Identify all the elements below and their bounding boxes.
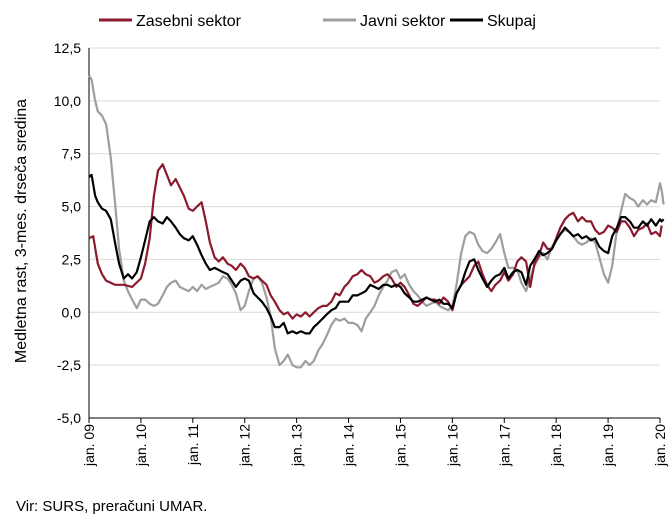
series-line-skupaj: [88, 173, 665, 335]
y-tick-label: 12,5: [54, 40, 81, 56]
x-tick-label: jan. 16: [444, 424, 460, 467]
legend-label: Zasebni sektor: [136, 13, 242, 30]
x-tick-label: jan. 11: [185, 424, 201, 466]
x-tick-label: jan. 19: [600, 424, 616, 467]
x-tick-label: jan. 13: [289, 424, 305, 467]
y-tick-label: -5,0: [57, 410, 81, 426]
x-tick-label: jan. 14: [341, 424, 357, 467]
y-tick-label: 0,0: [62, 304, 82, 320]
line-chart: 12,510,07,55,02,50,0-2,5-5,0 jan. 09 jan.…: [13, 13, 668, 467]
source-note: Vir: SURS, preračuni UMAR.: [16, 498, 208, 515]
y-tick-label: 7,5: [62, 146, 82, 162]
legend: Zasebni sektor Javni sektor Skupaj: [99, 13, 536, 30]
x-tick-label: jan. 09: [81, 424, 97, 467]
series-lines: [88, 74, 665, 369]
axes: [88, 48, 660, 419]
x-tick-label: jan. 15: [392, 424, 408, 467]
y-tick-label: 2,5: [62, 251, 82, 267]
y-tick-label: 5,0: [62, 199, 82, 215]
series-line-zasebni-sektor: [88, 163, 663, 320]
x-tick-label: jan. 12: [237, 424, 253, 467]
x-tick-label: jan. 20: [652, 424, 668, 467]
x-tick-label: jan. 17: [496, 424, 512, 467]
x-tick-label: jan. 10: [133, 424, 149, 467]
y-tick-label: 10,0: [54, 93, 81, 109]
x-tick-labels: jan. 09 jan. 10 jan. 11 jan. 12 jan. 13 jan. …: [81, 418, 668, 467]
legend-label: Skupaj: [487, 13, 536, 30]
x-tick-label: jan. 18: [548, 424, 564, 467]
y-tick-labels: 12,5 10,0 7,5 5,0 2,5 0,0 -2,5 -5,0: [54, 40, 81, 426]
legend-label: Javni sektor: [360, 13, 446, 30]
y-tick-label: -2,5: [57, 357, 81, 373]
y-axis-label: Medletna rast, 3-mes. drseča sredina: [13, 99, 30, 363]
gridlines: [89, 47, 660, 366]
